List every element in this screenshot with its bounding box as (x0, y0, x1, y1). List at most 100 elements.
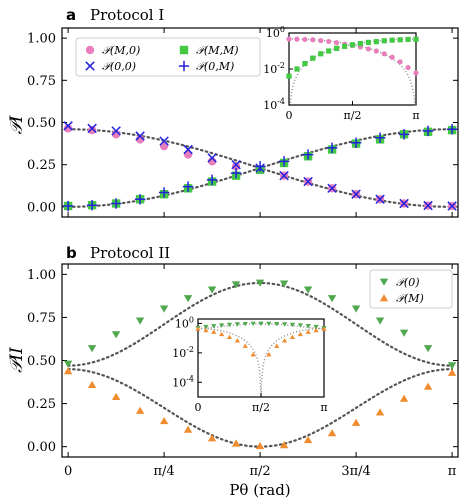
data-point-triangle-down (183, 295, 193, 303)
inset-x-tick-label: 0 (195, 401, 202, 414)
inset-point-triangle-down (266, 321, 272, 327)
data-point-plus (62, 200, 74, 212)
inset-point-triangle-down (250, 321, 256, 327)
panel-b-xlabel: Pθ (rad) (229, 481, 290, 499)
data-point-plus (182, 181, 194, 192)
legend-label: 𝒫(0,0) (102, 60, 136, 73)
inset-point-square (318, 51, 324, 57)
panel-a-plot: 0.00 0.25 0.50 0.75 1.00 𝒫(M,0) 𝒫(M,M) 𝒫(0,0) 𝒫(… (27, 25, 459, 218)
data-point-plus (398, 129, 410, 140)
inset-point-square (365, 39, 371, 46)
inset-point-square (349, 42, 356, 48)
inset-x-tick-label: π (320, 401, 327, 414)
panel-b-letter: b (66, 244, 77, 262)
panel-b-plot: 0.00 0.25 0.50 0.75 1.00 0 π/4 π/2 3π/4 π 𝒫(0) 𝒫(M)… (27, 263, 459, 479)
data-point-triangle-down (399, 329, 409, 337)
panel-b-ylabel: 𝒫II (7, 347, 27, 373)
inset-point-circle (365, 46, 371, 52)
inset-point-square (373, 39, 379, 45)
data-point-triangle-up (303, 435, 313, 444)
data-point-x (135, 131, 145, 141)
x-tick-label: 0 (64, 464, 72, 479)
inset-point-circle (326, 38, 332, 45)
panel-a-ylabel: 𝒫I (7, 115, 27, 134)
inset-point-circle (334, 40, 340, 46)
data-point-x (231, 159, 241, 170)
data-point-triangle-up (399, 394, 409, 402)
data-point-x (111, 126, 121, 136)
inset-point-square (302, 60, 308, 67)
data-point-x (87, 123, 97, 134)
y-tick-label: 1.00 (27, 32, 56, 47)
data-point-plus (206, 174, 218, 186)
inset-point-triangle-up (219, 331, 225, 337)
inset-fit-curve (289, 38, 416, 106)
inset-y-tick-label: 10-4 (263, 97, 285, 112)
legend-label: 𝒫(M,0) (102, 44, 140, 57)
data-point-triangle-down (303, 286, 313, 294)
data-point-triangle-down (111, 331, 121, 339)
inset-point-triangle-up (297, 331, 303, 337)
x-tick-label: π (448, 464, 457, 479)
inset-fit-curve (198, 327, 324, 398)
y-tick-label: 0.75 (27, 74, 56, 89)
inset-point-triangle-up (234, 338, 240, 343)
legend-label: 𝒫(0,M) (196, 60, 234, 73)
y-tick-label: 0.50 (27, 116, 56, 131)
inset-point-triangle-up (266, 351, 272, 357)
data-point-plus (230, 167, 242, 179)
legend-box (369, 269, 453, 309)
data-point-x (423, 200, 433, 211)
legend-label: 𝒫(M) (396, 292, 424, 305)
legend-marker (178, 60, 190, 72)
data-point-x (159, 136, 169, 146)
data-point-x (207, 153, 217, 163)
inset-point-triangle-up (195, 326, 201, 331)
data-point-triangle-down (135, 317, 145, 325)
data-point-plus (302, 149, 314, 160)
inset-point-triangle-up (242, 343, 248, 348)
inset-point-square (326, 48, 332, 54)
data-point-triangle-up (87, 380, 97, 388)
inset-point-square (310, 55, 316, 61)
inset-point-circle (381, 51, 387, 57)
x-tick-label: π/4 (154, 464, 175, 479)
data-point-triangle-down (207, 286, 217, 294)
data-point-x (63, 121, 73, 131)
inset-point-triangle-up (203, 327, 209, 333)
data-point-plus (158, 187, 170, 198)
inset-point-triangle-up (282, 338, 288, 343)
panel-b-title: Protocol II (90, 244, 170, 262)
data-point-plus (326, 142, 338, 154)
inset-y-tick-label: 100 (175, 315, 194, 330)
data-point-triangle-up (255, 442, 265, 450)
legend-marker (85, 45, 95, 55)
legend-marker (179, 45, 189, 55)
data-point-plus (422, 125, 434, 137)
y-tick-label: 0.75 (27, 311, 56, 326)
data-point-circle (87, 125, 97, 135)
x-tick-label: π/2 (249, 464, 270, 479)
legend-label: 𝒫(0) (396, 276, 420, 289)
panel-a-title: Protocol I (90, 6, 164, 24)
data-point-triangle-up (183, 425, 193, 433)
data-point-triangle-up (279, 441, 289, 449)
data-point-plus (134, 194, 146, 205)
data-point-triangle-up (231, 439, 241, 447)
data-point-x (399, 198, 409, 209)
inset-point-square (389, 37, 395, 43)
inset-point-circle (286, 36, 292, 42)
inset-x-tick-label: 0 (286, 109, 293, 122)
inset-point-square (334, 45, 340, 51)
data-point-circle (63, 124, 73, 133)
data-point-triangle-up (327, 429, 337, 437)
data-point-triangle-down (255, 279, 265, 287)
data-point-triangle-down (327, 295, 337, 303)
data-point-x (351, 189, 361, 199)
data-point-plus (350, 137, 362, 148)
data-point-x (447, 201, 457, 211)
data-point-triangle-down (231, 281, 241, 289)
data-point-triangle-down (447, 362, 457, 370)
data-point-triangle-up (135, 406, 145, 414)
y-tick-label: 0.50 (27, 354, 56, 369)
